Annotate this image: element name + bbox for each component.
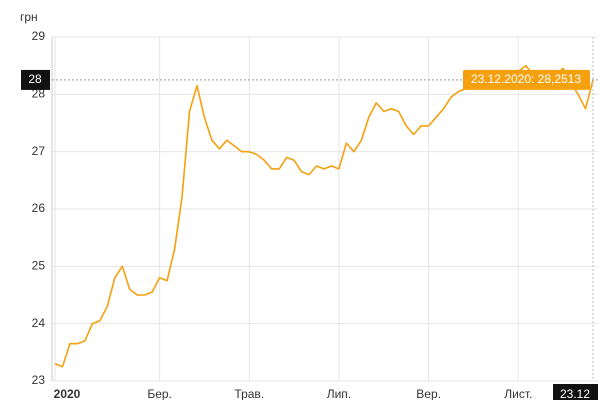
- y-tick-label: 28: [32, 87, 46, 101]
- y-tick-label: 29: [32, 29, 46, 43]
- y-tick-label: 25: [32, 259, 46, 273]
- x-tick-label: Лип.: [327, 387, 351, 400]
- y-label-box: [21, 69, 50, 90]
- x-tick-label: Трав.: [234, 387, 264, 400]
- data-line: [54, 64, 594, 368]
- x-label-box: [553, 384, 598, 400]
- x-tick-label: Бер.: [147, 387, 172, 400]
- y-tick-label: 26: [32, 201, 46, 215]
- y-tick-label: 23: [32, 373, 46, 387]
- x-tick-label: 2020: [54, 387, 81, 400]
- tooltip: 23.12.2020: 28,2513: [471, 72, 581, 86]
- tooltip-box: [463, 69, 590, 90]
- y-tick-label: 24: [32, 316, 46, 330]
- x-tick-label: 23.12: [560, 387, 590, 400]
- y-tick-label: 27: [32, 144, 46, 158]
- y-unit: грн: [20, 10, 38, 24]
- crosshair-y-label: 28: [28, 72, 42, 86]
- x-tick-label: Лист.: [504, 387, 532, 400]
- x-tick-label: Вер.: [416, 387, 441, 400]
